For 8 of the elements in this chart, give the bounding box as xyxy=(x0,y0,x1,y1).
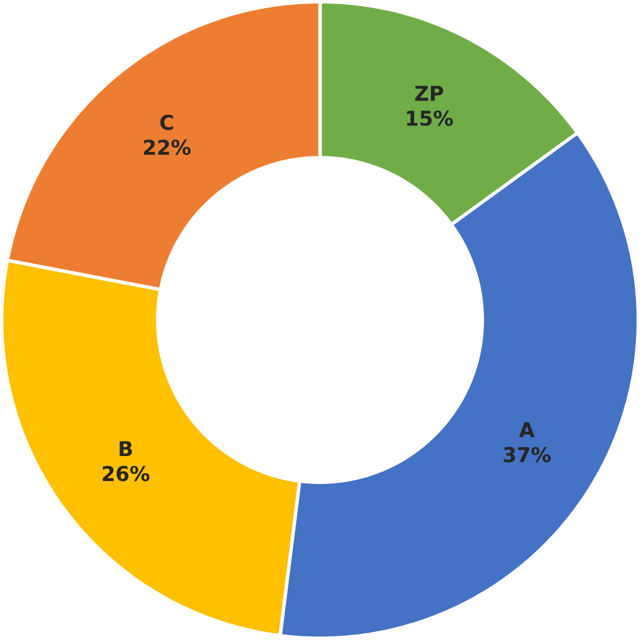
slice-label: A xyxy=(519,422,535,438)
slice-label: B xyxy=(120,441,132,456)
data-label: 15% xyxy=(407,110,453,126)
data-label: 26% xyxy=(102,466,150,482)
data-label: 37% xyxy=(504,446,551,462)
slice-label: C xyxy=(160,114,173,130)
data-label: 22% xyxy=(144,140,191,156)
slice-label: ZP xyxy=(415,86,444,101)
